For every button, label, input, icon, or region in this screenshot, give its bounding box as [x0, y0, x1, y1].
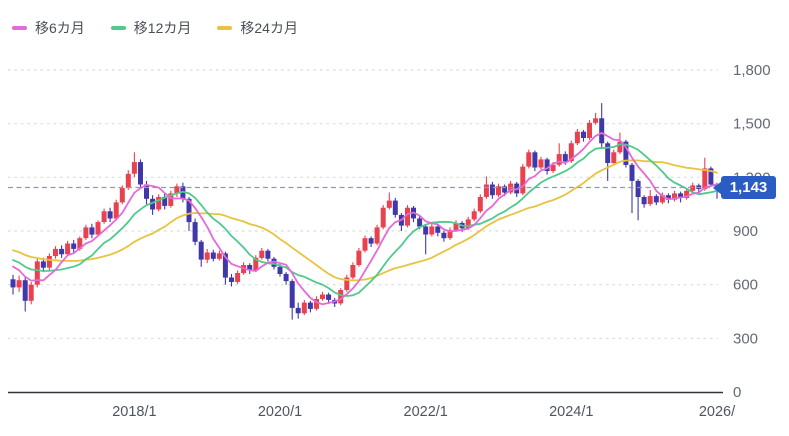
svg-text:900: 900 [733, 223, 758, 240]
svg-text:2020/1: 2020/1 [258, 404, 302, 420]
svg-text:1,500: 1,500 [733, 116, 771, 133]
price-badge-arrow-icon [713, 180, 722, 195]
svg-text:1,800: 1,800 [733, 62, 771, 79]
svg-text:0: 0 [733, 384, 741, 401]
svg-text:2024/1: 2024/1 [549, 404, 593, 420]
moving-average-lines [12, 131, 718, 306]
svg-text:2026/: 2026/ [699, 404, 736, 420]
legend-item-ma6[interactable]: 移6カ月 [12, 18, 85, 38]
legend-item-ma12[interactable]: 移12カ月 [110, 18, 192, 38]
svg-text:2018/1: 2018/1 [112, 404, 156, 420]
svg-text:2022/1: 2022/1 [404, 404, 448, 420]
legend-item-ma24[interactable]: 移24カ月 [217, 18, 298, 38]
svg-text:600: 600 [733, 277, 758, 294]
chart-legend: 移6カ月 移12カ月 移24カ月 [12, 18, 298, 38]
svg-text:300: 300 [733, 330, 758, 347]
legend-label-ma24: 移24カ月 [240, 20, 298, 36]
current-price-badge: 1,143 [713, 176, 776, 200]
x-axis-labels: 2018/1 2020/1 2022/1 2024/1 2026/ [112, 404, 736, 420]
legend-label-ma6: 移6カ月 [35, 20, 85, 36]
ma24-line-swatch-icon [217, 26, 233, 30]
ma6-line-swatch-icon [12, 26, 27, 30]
ma12-line-swatch-icon [110, 26, 126, 30]
current-price-value: 1,143 [729, 179, 768, 197]
legend-label-ma12: 移12カ月 [133, 20, 192, 36]
